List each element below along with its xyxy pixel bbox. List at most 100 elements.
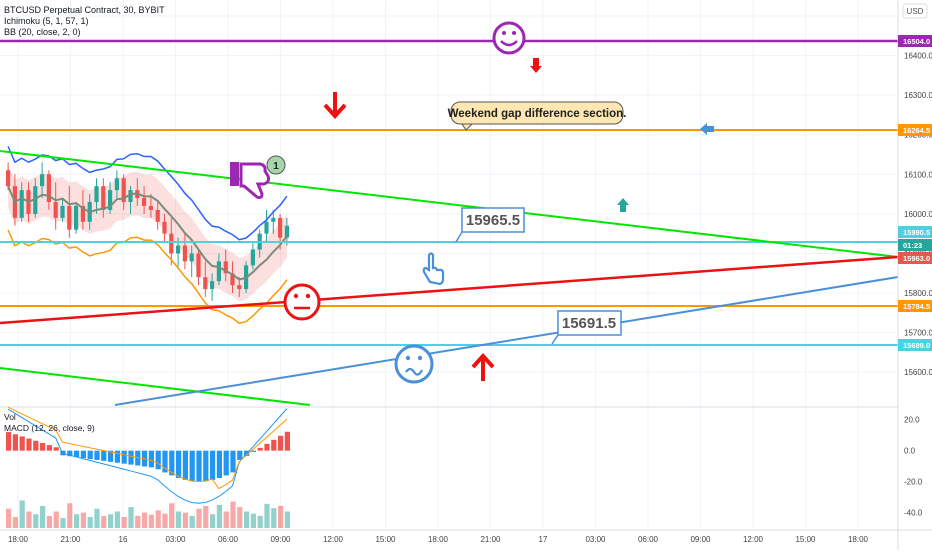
price-tick-label: 16400.0 bbox=[904, 51, 932, 60]
time-tick-label: 09:00 bbox=[270, 535, 291, 544]
price-tick-label: 15800.0 bbox=[904, 289, 932, 298]
price-b-text: 15691.5 bbox=[562, 315, 616, 332]
candle-body bbox=[148, 205, 153, 210]
volume-bar bbox=[271, 508, 277, 528]
bb-upper-line bbox=[7, 146, 288, 241]
time-tick-label: 18:00 bbox=[428, 535, 449, 544]
candle-body bbox=[271, 217, 276, 222]
price-callout-a[interactable]: 15965.5 bbox=[455, 207, 525, 243]
macd-histogram-bar bbox=[216, 450, 222, 478]
candle-body bbox=[46, 174, 51, 202]
volume-bar bbox=[6, 508, 12, 528]
candle-body bbox=[33, 186, 38, 214]
green-trendline-lower[interactable] bbox=[0, 367, 311, 406]
macd-histogram-bar bbox=[210, 450, 216, 480]
volume-bar bbox=[257, 515, 263, 528]
macd-histogram-bar bbox=[250, 450, 256, 452]
time-tick-label: 03:00 bbox=[585, 535, 606, 544]
macd-histogram-bar bbox=[284, 431, 290, 451]
macd-histogram-bar bbox=[46, 445, 52, 451]
price-tick-label: 15700.0 bbox=[904, 329, 932, 338]
candle-body bbox=[169, 233, 174, 254]
left-arrow-blue-icon bbox=[700, 123, 714, 135]
candle-body bbox=[176, 245, 181, 254]
price-tick-label: 16100.0 bbox=[904, 170, 932, 179]
time-axis[interactable]: 18:00 21:00 16 03:00 06:00 09:00 12:00 15:00 18:… bbox=[8, 535, 869, 544]
weekend-gap-text: Weekend gap difference section. bbox=[448, 108, 627, 120]
time-tick-label: 18:00 bbox=[8, 535, 29, 544]
macd-histogram-bar bbox=[148, 450, 154, 468]
price-badge-label: 15963.0 bbox=[903, 254, 930, 263]
candle-body bbox=[237, 285, 242, 290]
candle-body bbox=[74, 205, 79, 230]
candle-body bbox=[80, 205, 85, 222]
time-tick-label: 06:00 bbox=[638, 535, 659, 544]
macd-histogram-bar bbox=[230, 450, 236, 473]
down-arrow-red-icon bbox=[323, 92, 347, 119]
indicator-bb-label: BB (20, close, 2, 0) bbox=[4, 27, 81, 37]
macd-histogram-bar bbox=[237, 450, 243, 460]
macd-histogram-bar bbox=[271, 439, 277, 451]
neutral-face-icon bbox=[283, 283, 321, 321]
macd-histogram-bar bbox=[12, 434, 18, 451]
macd-histogram-bar bbox=[6, 432, 12, 451]
up-arrow-red-icon bbox=[471, 353, 495, 381]
volume-bar bbox=[33, 514, 39, 528]
macd-histogram-bar bbox=[101, 450, 107, 461]
candle-body bbox=[19, 190, 24, 218]
blue-trendline[interactable] bbox=[114, 276, 899, 406]
price-callout-b[interactable]: 15691.5 bbox=[551, 310, 622, 345]
weekend-gap-callout[interactable]: Weekend gap difference section. bbox=[448, 101, 627, 131]
macd-tick-label: 20.0 bbox=[904, 416, 920, 425]
price-badge-bg bbox=[898, 339, 932, 351]
red-trendline[interactable] bbox=[0, 255, 899, 325]
volume-bar bbox=[244, 511, 250, 528]
volume-bar bbox=[74, 514, 80, 528]
volume-bar bbox=[53, 511, 59, 528]
price-badge-label: 01:23 bbox=[903, 241, 922, 250]
price-badge-label: 15990.5 bbox=[903, 228, 930, 237]
candle-body bbox=[155, 209, 160, 222]
volume-bar bbox=[203, 506, 209, 528]
price-badge-label: 15784.5 bbox=[903, 302, 930, 311]
volume-bar bbox=[12, 517, 18, 528]
up-arrow-green-icon bbox=[617, 198, 629, 212]
macd-histogram-bar bbox=[196, 450, 202, 482]
currency-button[interactable] bbox=[902, 3, 928, 19]
macd-histogram-bar bbox=[67, 450, 73, 457]
time-tick-label: 18:00 bbox=[848, 535, 869, 544]
macd-histogram-bar bbox=[121, 450, 127, 464]
candle-body bbox=[203, 277, 208, 290]
candle-body bbox=[67, 205, 72, 230]
candle-body bbox=[284, 225, 289, 238]
down-arrow-small-icon bbox=[530, 58, 542, 73]
volume-bar bbox=[230, 501, 236, 528]
candle-body bbox=[142, 198, 147, 206]
macd-histogram-bar bbox=[182, 450, 188, 480]
volume-bar bbox=[223, 511, 229, 528]
macd-histogram-bar bbox=[108, 450, 114, 462]
macd-histogram-bar bbox=[278, 435, 284, 451]
confused-face-icon bbox=[394, 344, 434, 384]
volume-bar bbox=[148, 514, 154, 528]
time-tick-label: 21:00 bbox=[480, 535, 501, 544]
macd-histogram-bar bbox=[74, 450, 80, 458]
price-tick-label: 16300.0 bbox=[904, 91, 932, 100]
candle-body bbox=[53, 201, 58, 218]
macd-histogram-bar bbox=[128, 450, 134, 465]
volume-bar bbox=[176, 511, 182, 528]
time-tick-label: 16 bbox=[119, 535, 128, 544]
price-badge-label: 16264.5 bbox=[903, 126, 930, 135]
price-badge-label: 16504.0 bbox=[903, 37, 930, 46]
count-badge: 1 bbox=[266, 155, 286, 175]
macd-signal-line bbox=[7, 406, 288, 490]
time-tick-label: 21:00 bbox=[60, 535, 81, 544]
macd-histogram-bar bbox=[26, 438, 32, 451]
price-tick-label: 15600.0 bbox=[904, 368, 932, 377]
candle-body bbox=[128, 190, 133, 202]
candle-body bbox=[94, 186, 99, 202]
volume-bar bbox=[284, 511, 290, 528]
green-trendline-upper[interactable] bbox=[0, 150, 899, 258]
